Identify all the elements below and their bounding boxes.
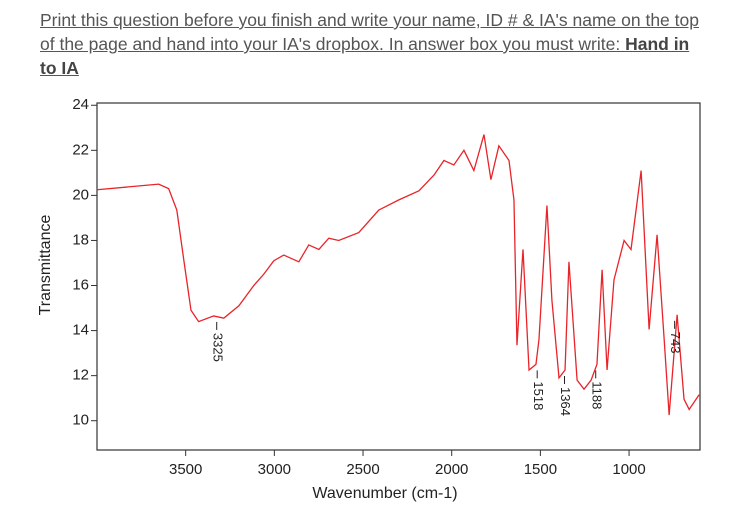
x-tick-label: 2500 xyxy=(346,461,379,478)
x-tick-label: 1500 xyxy=(524,461,557,478)
y-axis-label: Transmittance xyxy=(37,215,54,316)
peak-label: 1364 xyxy=(558,387,573,416)
x-tick-label: 3000 xyxy=(258,461,291,478)
x-tick-label: 2000 xyxy=(435,461,468,478)
y-tick-label: 18 xyxy=(72,231,89,248)
peak-label: 743 xyxy=(668,332,683,354)
peak-label: 3325 xyxy=(210,333,225,362)
peak-label: 1518 xyxy=(531,381,546,410)
y-tick-label: 14 xyxy=(72,322,89,339)
y-tick-label: 20 xyxy=(72,186,89,203)
y-tick-label: 16 xyxy=(72,276,89,293)
y-tick-label: 24 xyxy=(72,96,89,113)
instruction-emphasis: Hand in to IA xyxy=(40,34,690,78)
spectrum-line xyxy=(96,134,700,416)
x-axis-label: Wavenumber (cm-1) xyxy=(312,485,457,502)
y-tick-label: 22 xyxy=(72,141,89,158)
y-tick-label: 12 xyxy=(72,367,89,384)
y-tick-label: 10 xyxy=(72,412,89,429)
plot-frame xyxy=(96,102,701,451)
peak-label: 1188 xyxy=(589,381,604,409)
x-tick-label: 3500 xyxy=(169,461,202,478)
instructions: Print this question before you finish an… xyxy=(40,8,700,80)
x-tick-label: 1000 xyxy=(612,461,645,478)
instruction-text: Print this question before you finish an… xyxy=(40,10,699,54)
